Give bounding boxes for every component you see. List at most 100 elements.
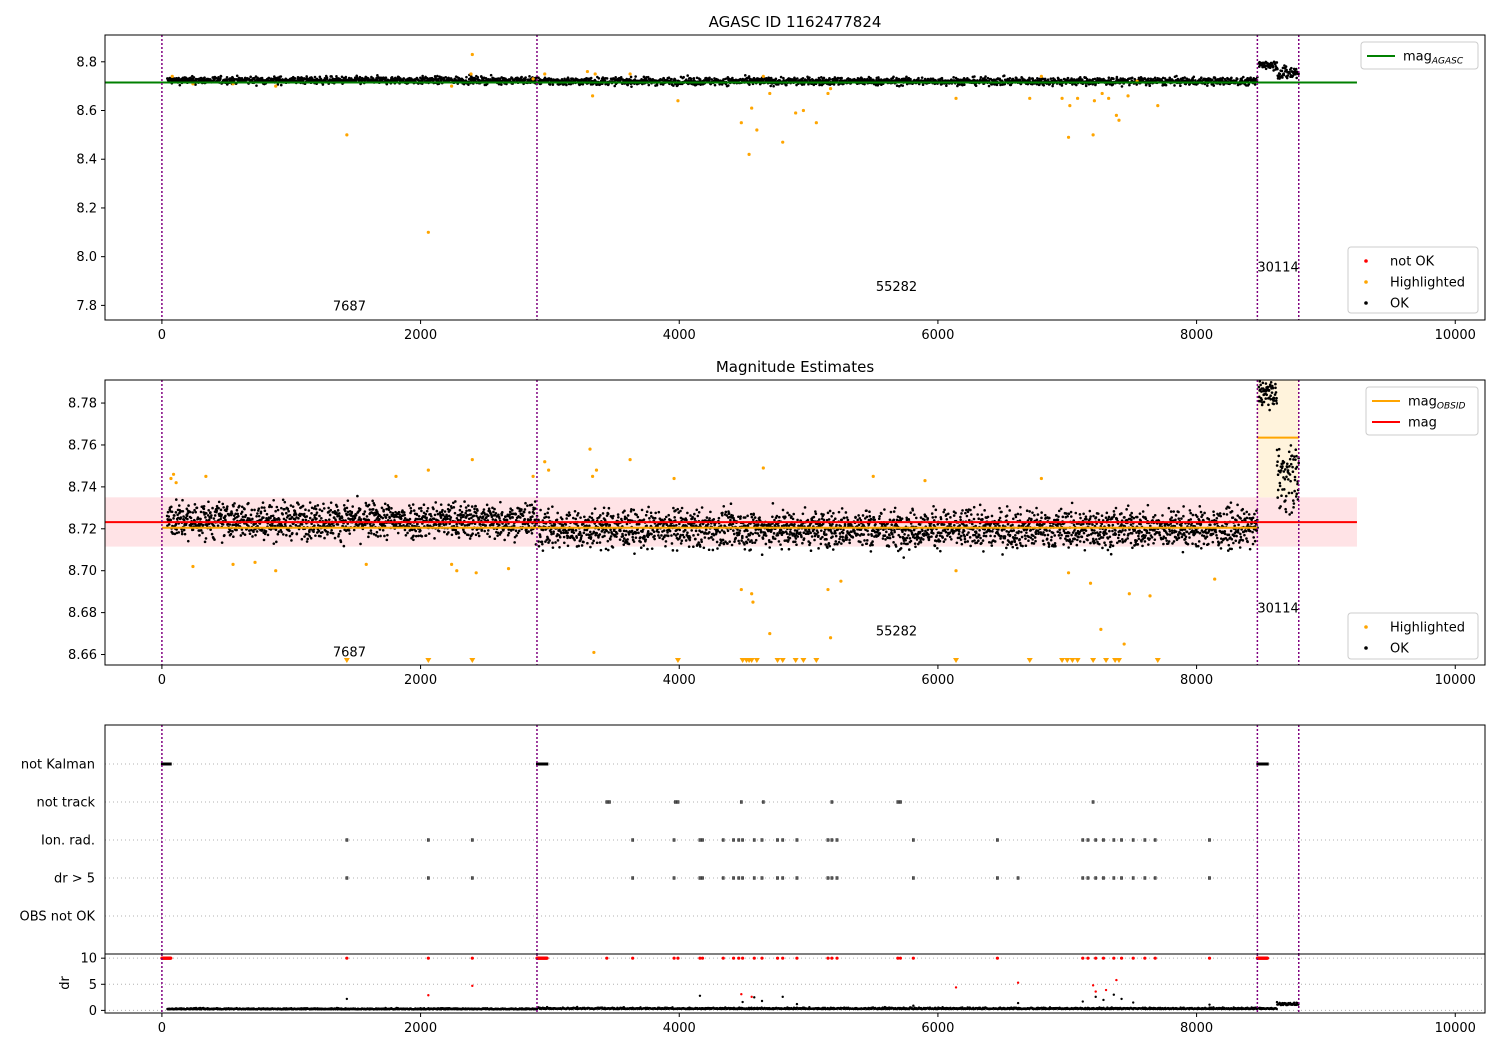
estimates-ok-point [641,528,645,531]
estimates-ok-point [716,547,719,550]
estimates-ok-point [229,532,233,536]
estimates-ok-point [358,522,361,526]
estimates-ok-point [173,514,176,517]
agasc-ok-point [524,76,527,79]
agasc-ok-point [692,77,696,80]
estimates-ok-point [639,546,643,550]
estimates-ok-point [284,519,288,522]
estimates-ok-point [452,501,455,505]
estimates-ok-point [455,516,459,520]
estimates-ok-point [392,513,395,517]
estimates-ok-point [215,509,219,513]
estimates-ok-point [517,529,521,533]
agasc-ok-point [1236,77,1239,81]
agasc-ok-point [520,75,523,79]
estimates-ok-point [486,519,490,522]
estimates-ok-point [657,534,660,537]
estimates-ok-point [625,529,628,533]
agasc-ok-point [1112,77,1115,81]
estimates-ok-point [257,507,261,510]
estimates-ok-point [204,537,208,540]
estimates-ok-point [686,511,689,515]
estimates-ok-point [320,516,323,520]
estimates-ok-point [567,528,571,532]
estimates-ok-point [701,530,704,534]
estimates-ok-point [731,514,734,518]
estimates-ok-point [511,512,515,516]
estimates-ok-point [187,504,190,507]
estimates-ok-point [266,533,270,537]
estimates-ok-point [547,516,551,519]
agasc-ok-point [1060,79,1063,82]
estimates-ok-point [339,529,342,533]
estimates-ok-point [308,501,312,504]
agasc-ok-point [1046,78,1050,82]
estimates-ok-point [385,507,388,511]
estimates-ok-point [287,509,290,513]
estimates-ok-point [454,528,458,532]
estimates-ok-point [493,507,496,511]
estimates-ok-point [327,518,331,521]
estimates-ok-point [551,505,554,508]
estimates-ok-point [622,537,626,540]
estimates-ok-point [727,512,731,515]
agasc-ok-point [840,76,843,80]
agasc-highlighted-point [1060,96,1064,100]
agasc-ok-point [958,83,961,86]
estimates-ok-point [665,523,669,526]
estimates-ok-point [346,510,350,514]
estimates-ok-point [678,522,681,526]
agasc-ok-point [984,75,987,78]
estimates-ok-point [716,529,720,533]
agasc-ok-point [1144,83,1148,87]
estimates-ok-point [215,504,219,508]
estimates-ok-point [403,517,407,520]
estimates-ok-point [228,523,232,526]
agasc-highlighted-point [274,84,278,88]
estimates-ok-point [613,529,616,532]
estimates-ok-point [632,508,636,512]
agasc-ok-point [731,76,734,80]
estimates-ok-point [210,514,213,517]
estimates-ok-point [661,537,665,541]
estimates-ok-point [424,512,428,516]
estimates-ok-point [378,528,382,531]
estimates-ok-point [710,535,713,539]
estimates-ok-point [180,532,184,536]
agasc-ok-point [330,75,333,78]
estimates-ok-point [546,537,550,540]
estimates-ok-point [293,518,297,521]
estimates-ok-point [726,542,729,545]
estimates-ok-point [297,517,300,520]
agasc-ok-point [1034,79,1037,82]
estimates-ok-point [416,517,420,521]
estimates-ok-point [295,532,299,535]
agasc-xtick-label: 4000 [663,328,696,343]
agasc-highlighted-point [1114,113,1118,117]
agasc-ok-point [1031,77,1035,80]
estimates-ok-point [650,532,653,536]
estimates-ok-point [191,528,195,532]
agasc-ok-point [195,77,198,81]
estimates-ok-point [708,517,711,520]
estimates-ok-point [433,513,437,517]
estimates-ok-point [582,522,585,526]
agasc-legend-dot [1364,301,1368,305]
estimates-ok-point [236,523,240,527]
estimates-ok-point [477,534,481,538]
estimates-ok-point [664,540,668,543]
agasc-ok-point [276,83,280,86]
estimates-ok-point [309,536,313,540]
estimates-ok-point [709,510,712,514]
estimates-ok-point [475,514,478,518]
agasc-ok-point [1093,77,1097,81]
estimates-ok-point [730,543,734,547]
agasc-ok-point [1206,84,1209,87]
estimates-ok-point [630,507,633,511]
estimates-ok-point [729,518,732,522]
estimates-ok-point [239,534,243,537]
estimates-ok-point [271,514,275,518]
estimates-ok-point [272,498,275,502]
agasc-highlighted-point [450,84,454,88]
estimates-ok-point [212,517,216,520]
